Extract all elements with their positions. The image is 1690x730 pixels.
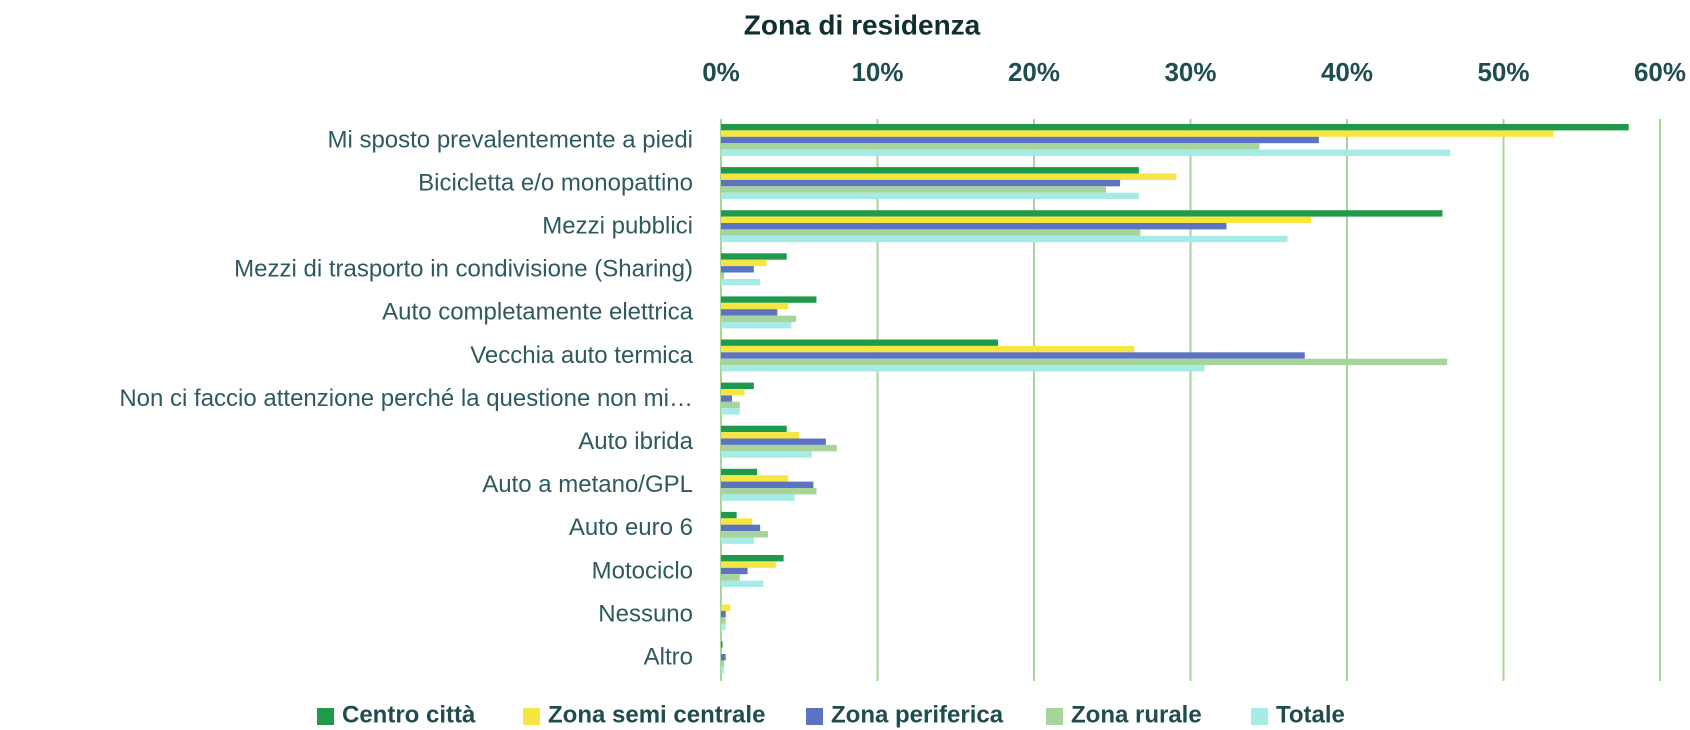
bar: [721, 186, 1106, 193]
bar: [721, 481, 814, 488]
legend-swatch: [1046, 708, 1063, 725]
bar: [721, 259, 767, 267]
bar: [721, 524, 761, 532]
bar: [721, 395, 732, 402]
bar: [721, 468, 757, 476]
bar: [721, 266, 754, 273]
bar: [721, 253, 787, 260]
category-label: Auto a metano/GPL: [482, 471, 693, 498]
bar: [721, 617, 726, 624]
bar: [721, 555, 784, 562]
bar: [721, 425, 787, 433]
bar: [721, 666, 725, 674]
legend-label: Zona rurale: [1071, 701, 1202, 728]
bar: [721, 567, 748, 575]
bar: [721, 561, 776, 568]
bar: [721, 408, 740, 415]
bar: [721, 401, 740, 409]
category-label: Auto euro 6: [569, 514, 693, 541]
bar: [721, 432, 800, 439]
legend-swatch: [317, 708, 334, 725]
bar: [721, 654, 726, 661]
bar: [721, 451, 812, 458]
legend-label: Centro città: [342, 701, 476, 728]
bar: [721, 143, 1260, 150]
x-tick-label: 60%: [1634, 57, 1686, 87]
category-label: Non ci faccio attenzione perché la quest…: [119, 385, 693, 412]
category-label: Auto ibrida: [578, 428, 693, 455]
category-label: Mezzi di trasporto in condivisione (Shar…: [234, 256, 693, 283]
bar: [721, 223, 1227, 230]
category-label: Bicicletta e/o monopattino: [418, 169, 693, 196]
legend-swatch: [523, 708, 540, 725]
bar: [721, 488, 817, 495]
bar: [721, 192, 1139, 200]
bar: [721, 358, 1448, 366]
bar: [721, 610, 726, 618]
bar: [721, 382, 754, 389]
bar: [721, 494, 795, 501]
x-tick-label: 0%: [702, 57, 740, 87]
bar: [721, 173, 1177, 180]
bar: [721, 660, 725, 667]
bar: [721, 130, 1554, 137]
legend-swatch: [806, 708, 823, 725]
x-tick-label: 40%: [1321, 57, 1373, 87]
bar: [721, 149, 1451, 156]
x-tick-label: 10%: [851, 57, 903, 87]
category-label: Mezzi pubblici: [542, 213, 693, 240]
legend-swatch: [1251, 708, 1268, 725]
bar: [721, 641, 723, 648]
bar: [721, 216, 1312, 223]
bar: [721, 475, 789, 482]
category-label: Auto completamente elettrica: [382, 299, 693, 326]
category-label: Mi sposto prevalentemente a piedi: [327, 126, 693, 153]
bar: [721, 345, 1135, 353]
legend-label: Zona semi centrale: [548, 701, 765, 728]
bar: [721, 322, 792, 329]
legend-label: Totale: [1276, 701, 1345, 728]
bar: [721, 302, 789, 310]
bar: [721, 272, 725, 279]
bar: [721, 296, 817, 303]
category-label: Motociclo: [592, 557, 693, 584]
bar: [721, 136, 1319, 144]
bar: [721, 518, 753, 525]
chart-title: Zona di residenza: [744, 9, 981, 40]
bar: [721, 438, 826, 445]
bar: [721, 574, 740, 581]
bar: [721, 339, 999, 346]
bar: [721, 278, 761, 286]
x-tick-label: 50%: [1477, 57, 1529, 87]
bar: [721, 389, 745, 396]
bar: [721, 511, 737, 519]
category-label: Altro: [644, 644, 693, 671]
bar: [721, 580, 764, 587]
bar: [721, 235, 1288, 243]
bar: [721, 531, 768, 538]
bar: [721, 352, 1305, 359]
bar: [721, 537, 754, 544]
bar: [721, 604, 731, 611]
bar: [721, 315, 797, 322]
x-tick-label: 30%: [1164, 57, 1216, 87]
bar: [721, 309, 778, 316]
bar: [721, 623, 726, 631]
x-tick-label: 20%: [1008, 57, 1060, 87]
bar: [721, 124, 1629, 131]
bar: [721, 167, 1139, 174]
bar: [721, 179, 1121, 187]
bar: [721, 229, 1141, 236]
category-label: Vecchia auto termica: [470, 342, 693, 369]
bar: [721, 210, 1443, 217]
bar: [721, 365, 1205, 372]
category-label: Nessuno: [598, 600, 693, 627]
legend-label: Zona periferica: [831, 701, 1004, 728]
bar: [721, 444, 837, 452]
